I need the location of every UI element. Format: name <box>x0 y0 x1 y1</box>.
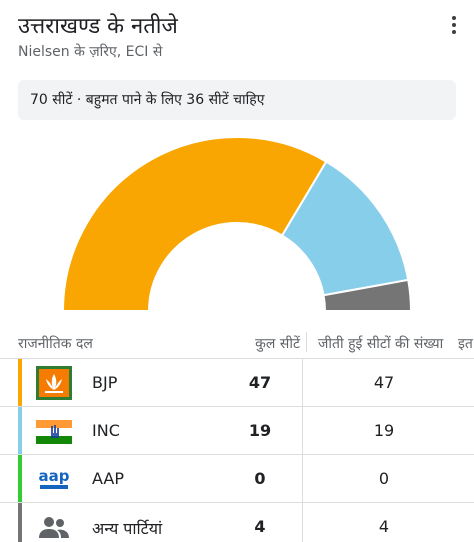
header-more[interactable]: इत <box>458 336 473 352</box>
party-color-bar <box>18 455 22 502</box>
column-divider <box>302 455 303 502</box>
aap-logo-icon: aap <box>39 467 70 489</box>
seats-won: 47 <box>373 373 395 392</box>
party-color-bar <box>18 407 22 454</box>
chart-slice-bjp[interactable] <box>61 136 328 312</box>
column-divider <box>302 359 303 406</box>
header-total-seats[interactable]: कुल सीटें <box>255 336 300 352</box>
bjp-lotus-logo-icon <box>36 366 72 400</box>
header-seats-won[interactable]: जीती हुई सीटों की संख्या <box>318 336 444 352</box>
column-divider <box>302 407 303 454</box>
total-seats: 4 <box>254 517 266 536</box>
table-row[interactable]: अन्य पार्टियां 4 4 <box>0 503 474 542</box>
svg-text:aap: aap <box>39 467 70 485</box>
total-seats: 0 <box>254 469 266 488</box>
table-row[interactable]: aap AAP 0 0 <box>0 455 474 503</box>
results-table: राजनीतिक दल कुल सीटें जीती हुई सीटों की … <box>0 326 474 542</box>
party-name: अन्य पार्टियां <box>92 519 163 538</box>
party-name: AAP <box>92 469 124 488</box>
party-name: BJP <box>92 373 118 392</box>
party-color-bar <box>18 503 22 542</box>
more-vert-icon[interactable] <box>448 14 460 38</box>
total-seats: 47 <box>248 373 272 392</box>
seat-share-chart <box>61 136 413 312</box>
majority-banner: 70 सीटें · बहुमत पाने के लिए 36 सीटें चा… <box>18 80 456 120</box>
party-color-bar <box>18 359 22 406</box>
table-row[interactable]: BJP 47 47 <box>0 359 474 407</box>
header-party: राजनीतिक दल <box>18 336 93 352</box>
inc-hand-logo-icon <box>36 420 72 444</box>
seats-won: 19 <box>373 421 395 440</box>
card-title: उत्तराखण्ड के नतीजे <box>18 14 178 39</box>
chart-slice-अन्य-पार्टियां[interactable] <box>322 278 413 312</box>
total-seats: 19 <box>248 421 272 440</box>
column-divider <box>306 332 307 352</box>
party-name: INC <box>92 421 120 440</box>
card-subtitle: Nielsen के ज़रिए, ECI से <box>18 44 163 60</box>
column-divider <box>302 503 303 542</box>
people-group-icon <box>39 517 69 538</box>
seats-won: 4 <box>378 517 390 536</box>
table-header: राजनीतिक दल कुल सीटें जीती हुई सीटों की … <box>0 326 474 359</box>
seats-won: 0 <box>378 469 390 488</box>
table-row[interactable]: INC 19 19 <box>0 407 474 455</box>
